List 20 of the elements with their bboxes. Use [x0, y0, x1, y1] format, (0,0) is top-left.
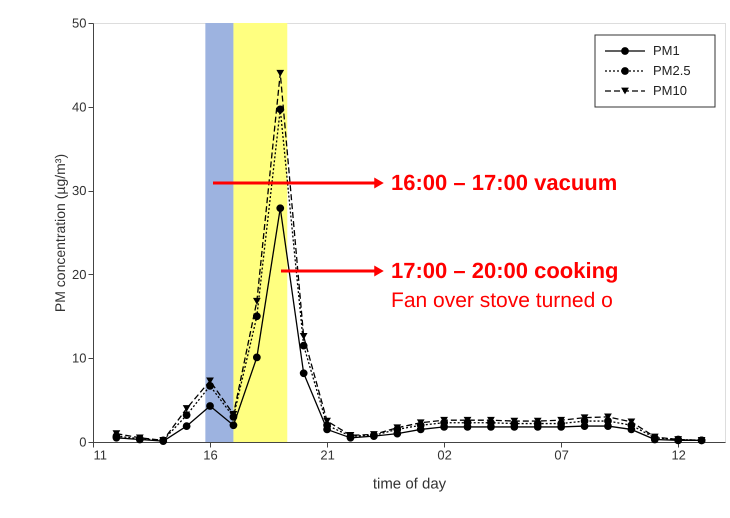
y-tick-label: 20: [72, 266, 86, 282]
y-tick-label: 0: [79, 434, 86, 450]
x-tick-label: 02: [437, 448, 452, 462]
legend-label: PM10: [653, 83, 687, 98]
x-tick-label: 12: [671, 448, 686, 462]
legend-label: PM1: [653, 43, 680, 58]
legend-label: PM2.5: [653, 63, 691, 78]
x-tick-label: 07: [554, 448, 569, 462]
x-tick-label: 11: [94, 448, 107, 462]
y-tick-label: 50: [72, 16, 86, 30]
y-tick-label: 10: [72, 350, 86, 366]
y-tick-label: 30: [72, 183, 86, 198]
annotation: 16:00 – 17:00 vacuum: [391, 170, 618, 195]
x-tick-label: 16: [203, 448, 218, 462]
x-axis-title: time of day: [372, 476, 447, 492]
y-tick-label: 40: [72, 99, 86, 114]
x-tick-label: 21: [320, 448, 335, 462]
y-axis-title: PM concentration (µg/m³): [52, 154, 68, 312]
annotation: 17:00 – 20:00 cooking: [391, 258, 618, 283]
annotation: Fan over stove turned o: [391, 289, 613, 312]
